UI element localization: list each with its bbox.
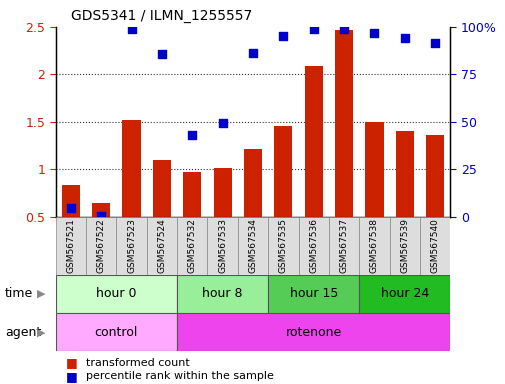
Text: hour 24: hour 24 xyxy=(380,287,428,300)
Point xyxy=(370,30,378,36)
Text: ■: ■ xyxy=(66,356,77,369)
Text: ▶: ▶ xyxy=(37,289,45,299)
Point xyxy=(339,26,347,32)
Bar xyxy=(237,217,268,275)
Point xyxy=(67,205,75,212)
Text: GSM567538: GSM567538 xyxy=(369,218,378,273)
Bar xyxy=(274,126,292,217)
Text: GSM567539: GSM567539 xyxy=(399,218,409,273)
Bar xyxy=(359,217,389,275)
Bar xyxy=(207,217,237,275)
Point xyxy=(97,213,105,219)
Text: GSM567540: GSM567540 xyxy=(430,218,439,273)
Text: control: control xyxy=(94,326,138,339)
Point xyxy=(400,35,408,41)
Bar xyxy=(334,30,352,217)
Bar xyxy=(177,275,268,313)
Text: ■: ■ xyxy=(66,370,77,383)
Text: percentile rank within the sample: percentile rank within the sample xyxy=(86,371,273,381)
Bar xyxy=(92,203,110,217)
Text: GSM567535: GSM567535 xyxy=(278,218,287,273)
Point xyxy=(430,40,438,46)
Bar xyxy=(304,66,322,217)
Bar xyxy=(177,313,449,351)
Text: agent: agent xyxy=(5,326,41,339)
Point xyxy=(158,51,166,58)
Text: GSM567536: GSM567536 xyxy=(309,218,318,273)
Text: hour 8: hour 8 xyxy=(202,287,242,300)
Text: GSM567532: GSM567532 xyxy=(187,218,196,273)
Text: rotenone: rotenone xyxy=(285,326,341,339)
Bar xyxy=(389,217,419,275)
Bar xyxy=(56,275,177,313)
Text: ▶: ▶ xyxy=(37,327,45,337)
Bar xyxy=(268,275,359,313)
Text: transformed count: transformed count xyxy=(86,358,189,368)
Text: time: time xyxy=(5,287,33,300)
Bar xyxy=(328,217,359,275)
Point xyxy=(127,26,135,32)
Point xyxy=(248,50,257,56)
Text: hour 0: hour 0 xyxy=(96,287,136,300)
Point xyxy=(218,120,226,126)
Text: GSM567522: GSM567522 xyxy=(96,218,106,273)
Bar xyxy=(86,217,116,275)
Bar xyxy=(62,185,80,217)
Bar xyxy=(56,217,86,275)
Bar xyxy=(183,172,201,217)
Text: GSM567537: GSM567537 xyxy=(339,218,348,273)
Bar xyxy=(56,313,177,351)
Bar xyxy=(153,160,171,217)
Text: GSM567524: GSM567524 xyxy=(157,218,166,273)
Text: GSM567521: GSM567521 xyxy=(66,218,75,273)
Bar xyxy=(122,120,140,217)
Text: GDS5341 / ILMN_1255557: GDS5341 / ILMN_1255557 xyxy=(71,9,251,23)
Bar xyxy=(146,217,177,275)
Point xyxy=(188,132,196,138)
Text: GSM567523: GSM567523 xyxy=(127,218,136,273)
Bar xyxy=(298,217,328,275)
Bar xyxy=(268,217,298,275)
Bar xyxy=(177,217,207,275)
Bar xyxy=(395,131,413,217)
Bar xyxy=(425,135,443,217)
Text: GSM567533: GSM567533 xyxy=(218,218,227,273)
Bar xyxy=(213,167,231,217)
Bar xyxy=(419,217,449,275)
Bar xyxy=(243,149,262,217)
Text: GSM567534: GSM567534 xyxy=(248,218,257,273)
Bar xyxy=(116,217,146,275)
Bar xyxy=(365,122,383,217)
Point xyxy=(279,33,287,40)
Text: hour 15: hour 15 xyxy=(289,287,337,300)
Bar xyxy=(359,275,449,313)
Point xyxy=(309,26,317,32)
